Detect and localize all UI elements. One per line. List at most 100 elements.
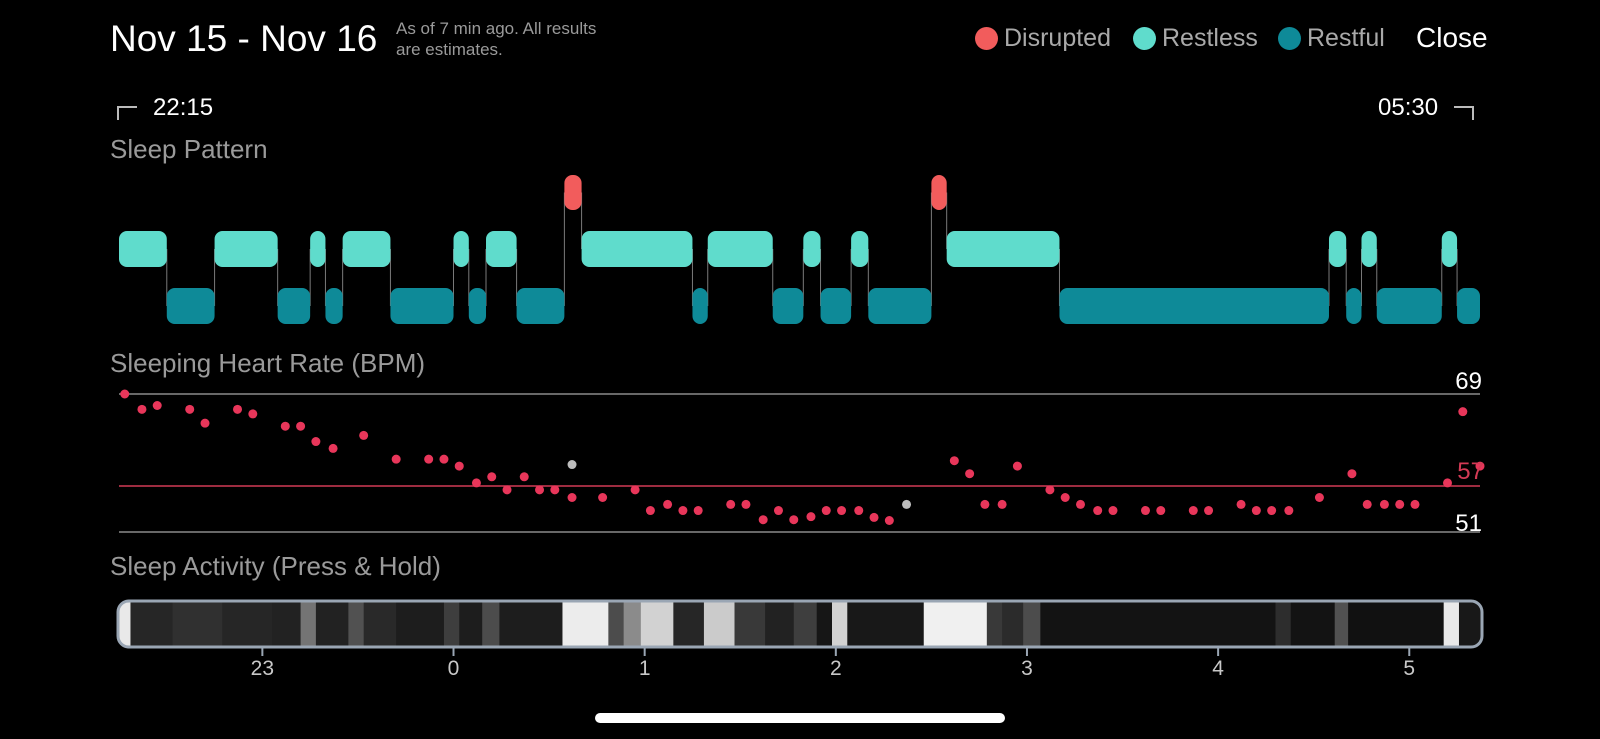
pattern-segment-restful — [692, 288, 708, 324]
pattern-segment-restless — [707, 231, 773, 267]
close-button[interactable]: Close — [1416, 22, 1488, 53]
pattern-segment-restless — [581, 231, 693, 267]
heart-rate-point — [120, 389, 130, 399]
pattern-segment-restless — [486, 231, 517, 267]
activity-band — [673, 602, 705, 646]
activity-band — [831, 602, 848, 646]
activity-band — [562, 602, 609, 646]
activity-band — [923, 602, 988, 646]
heart-rate-point — [152, 401, 162, 410]
restless-dot-icon — [1133, 27, 1156, 50]
pattern-segment-restful — [1346, 288, 1362, 324]
heart-rate-point — [550, 485, 560, 495]
activity-band — [1040, 602, 1276, 646]
heart-rate-point — [726, 499, 736, 509]
pattern-segment-restless — [1441, 231, 1458, 267]
pattern-segment-restful — [516, 288, 565, 324]
pattern-segment-restful — [390, 288, 454, 324]
activity-axis: 23 0 1 2 3 4 5 — [251, 647, 1415, 680]
pattern-segment-restful — [868, 288, 932, 324]
heart-rate-chart[interactable]: 69 57 51 — [0, 370, 1600, 550]
heart-rate-points — [120, 389, 1485, 525]
pattern-segment-restless — [803, 231, 821, 267]
activity-band — [608, 602, 625, 646]
heart-rate-point — [741, 499, 751, 509]
pattern-segment-restless — [1361, 231, 1377, 267]
pattern-segment-restless — [946, 231, 1060, 267]
activity-tick-label: 1 — [639, 657, 651, 680]
activity-tick-label: 0 — [448, 657, 460, 680]
heart-rate-point — [1188, 506, 1198, 516]
heart-rate-point — [1251, 506, 1261, 516]
average-label: 57 — [1457, 458, 1484, 485]
heart-rate-point — [487, 472, 497, 482]
heart-rate-point — [997, 499, 1007, 509]
end-bracket-icon — [1454, 106, 1475, 120]
activity-band — [459, 602, 483, 646]
pattern-segment-restful — [1376, 288, 1442, 324]
activity-band — [1334, 602, 1349, 646]
activity-band — [315, 602, 349, 646]
heart-rate-point — [663, 499, 673, 509]
activity-band — [1458, 602, 1481, 646]
heart-rate-point — [439, 454, 449, 464]
heart-rate-point — [1410, 499, 1420, 509]
pattern-segment-restless — [851, 231, 869, 267]
heart-rate-point — [296, 421, 306, 431]
pattern-segment-restful — [277, 288, 311, 324]
heart-rate-point — [821, 506, 831, 516]
activity-band — [348, 602, 365, 646]
start-time: 22:15 — [153, 94, 214, 121]
sleep-pattern-chart[interactable] — [0, 170, 1600, 340]
heart-rate-point — [1093, 506, 1103, 516]
heart-rate-point — [854, 506, 864, 516]
activity-tick-label: 2 — [830, 657, 842, 680]
activity-band — [1023, 602, 1041, 646]
activity-band — [443, 602, 460, 646]
activity-tick-label: 5 — [1403, 657, 1415, 680]
heart-rate-point — [137, 404, 147, 414]
heart-rate-point — [1458, 407, 1468, 417]
heart-rate-point — [248, 409, 258, 419]
activity-band — [119, 602, 131, 646]
pattern-segment-restful — [166, 288, 215, 324]
estimate-note-line1: As of 7 min ago. All results — [396, 19, 597, 38]
activity-band — [130, 602, 174, 646]
end-time-marker: 05:30 — [1378, 94, 1475, 122]
activity-band — [1290, 602, 1336, 646]
heart-rate-point — [884, 516, 894, 525]
activity-bands — [119, 602, 1481, 646]
heart-rate-point — [869, 512, 879, 522]
heart-rate-point — [280, 421, 290, 431]
activity-band — [363, 602, 397, 646]
heart-rate-point — [567, 493, 577, 502]
activity-band — [623, 602, 642, 646]
heart-rate-point — [1012, 461, 1022, 471]
activity-band — [172, 602, 223, 646]
activity-band — [703, 602, 736, 646]
home-indicator[interactable] — [595, 713, 1005, 723]
activity-band — [816, 602, 833, 646]
heart-rate-point — [965, 469, 975, 479]
heart-rate-point — [502, 485, 512, 495]
pattern-segment-restless — [214, 231, 278, 267]
pattern-segment-restful — [820, 288, 852, 324]
activity-band — [640, 602, 674, 646]
heart-rate-point — [1475, 461, 1485, 471]
heart-rate-point — [359, 430, 369, 440]
legend-restful-label: Restful — [1307, 24, 1385, 52]
sleep-activity-chart[interactable]: 23 0 1 2 3 4 5 — [0, 598, 1600, 698]
heart-rate-point — [773, 506, 783, 516]
legend-restless: Restless — [1133, 24, 1258, 53]
activity-band — [1002, 602, 1024, 646]
heart-rate-point — [1284, 506, 1294, 516]
min-label: 51 — [1455, 510, 1482, 537]
estimate-note-line2: are estimates. — [396, 40, 503, 59]
activity-band — [271, 602, 302, 646]
start-time-marker: 22:15 — [117, 94, 213, 122]
heart-rate-point — [328, 443, 338, 453]
heart-rate-point — [471, 478, 481, 488]
pattern-segment-restful — [468, 288, 487, 324]
max-label: 69 — [1455, 370, 1482, 395]
legend-disrupted-label: Disrupted — [1004, 24, 1111, 52]
